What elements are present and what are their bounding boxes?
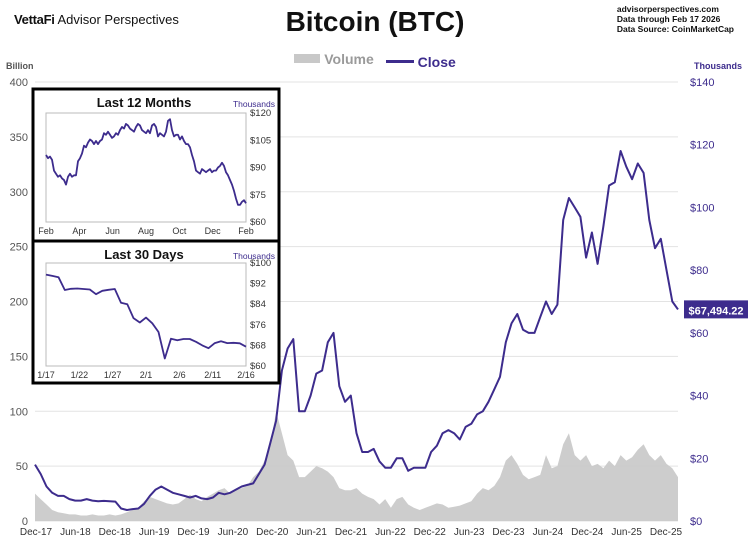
twelve-month-inset-title: Last 12 Months — [97, 95, 192, 110]
left-axis-unit: Billion — [6, 61, 34, 71]
y-left-tick-label: 250 — [10, 242, 28, 254]
x-tick-label: Jun-23 — [454, 527, 485, 538]
y-left-tick-label: 150 — [10, 351, 28, 363]
twelve-month-inset-y-tick: $105 — [250, 135, 271, 146]
y-left-tick-label: 350 — [10, 132, 28, 144]
x-tick-label: Dec-22 — [414, 527, 447, 538]
twelve-month-inset-x-tick: Aug — [138, 226, 154, 236]
y-left-tick-label: 400 — [10, 77, 28, 89]
x-tick-label: Jun-21 — [296, 527, 327, 538]
y-right-tick-label: $0 — [690, 516, 702, 528]
x-tick-label: Dec-19 — [177, 527, 210, 538]
thirty-day-inset-line — [45, 273, 247, 360]
y-right-tick-label: $80 — [690, 265, 708, 277]
x-tick-label: Dec-17 — [20, 527, 53, 538]
thirty-day-inset-y-tick: $100 — [250, 258, 271, 269]
legend-swatch-volume — [294, 54, 321, 63]
thirty-day-inset-y-tick: $60 — [250, 361, 266, 372]
x-tick-label: Dec-20 — [256, 527, 289, 538]
y-left-tick-label: 200 — [10, 297, 28, 309]
y-left-tick-label: 0 — [22, 516, 28, 528]
thirty-day-inset-x-tick: 1/22 — [71, 370, 89, 380]
thirty-day-inset-x-tick: 2/1 — [140, 370, 153, 380]
volume-area — [35, 411, 678, 521]
last-value-badge — [684, 300, 748, 319]
legend-label-close: Close — [417, 53, 456, 70]
thirty-day-inset-y-tick: $68 — [250, 340, 266, 351]
close-price-line — [34, 150, 679, 511]
twelve-month-inset-plot-border — [45, 112, 247, 223]
thirty-day-inset-plot-border — [45, 262, 247, 367]
x-tick-label: Jun-20 — [218, 527, 249, 538]
thirty-day-inset-y-tick: $76 — [250, 320, 266, 331]
thirty-day-inset-y-tick: $84 — [250, 299, 266, 310]
y-right-tick-label: $120 — [690, 140, 714, 152]
x-tick-label: Dec-21 — [335, 527, 368, 538]
source-line: Data through Feb 17 2026 — [616, 14, 721, 24]
twelve-month-inset-y-tick: $120 — [250, 108, 271, 119]
y-left-tick-label: 100 — [10, 406, 28, 418]
y-right-tick-label: $60 — [690, 328, 708, 340]
x-tick-label: Jun-25 — [611, 527, 642, 538]
twelve-month-inset-x-tick: Dec — [205, 226, 222, 236]
twelve-month-inset-x-tick: Feb — [238, 226, 254, 236]
source-line: Data Source: CoinMarketCap — [616, 24, 734, 34]
legend: Volume Close — [0, 50, 750, 70]
thirty-day-inset-x-tick: 1/17 — [37, 370, 55, 380]
y-left-tick-label: 50 — [16, 461, 28, 473]
x-tick-label: Jun-19 — [139, 527, 170, 538]
legend-swatch-close — [385, 60, 414, 63]
legend-label-volume: Volume — [324, 50, 374, 67]
thirty-day-inset-x-tick: 2/6 — [173, 370, 186, 380]
legend-item-close: Close — [385, 53, 456, 70]
y-right-tick-label: $140 — [690, 77, 714, 89]
twelve-month-inset-x-tick: Feb — [38, 226, 54, 236]
thirty-day-inset-x-tick: 2/16 — [237, 370, 255, 380]
thirty-day-inset-frame — [31, 239, 281, 385]
thirty-day-inset-y-tick: $92 — [250, 279, 266, 290]
twelve-month-inset-x-tick: Jun — [105, 226, 120, 236]
twelve-month-inset-unit: Thousands — [233, 99, 275, 109]
x-tick-label: Jun-18 — [60, 527, 91, 538]
y-right-tick-label: $100 — [690, 202, 714, 214]
source-line: advisorperspectives.com — [616, 4, 719, 14]
twelve-month-inset-y-tick: $60 — [250, 217, 266, 228]
thirty-day-inset-x-tick: 2/11 — [204, 370, 221, 380]
twelve-month-inset-x-tick: Apr — [72, 226, 86, 236]
y-right-tick-label: $20 — [690, 453, 708, 465]
legend-item-volume: Volume — [294, 51, 374, 67]
last-value-label: $67,494.22 — [688, 305, 743, 317]
twelve-month-inset-line — [45, 118, 247, 206]
thirty-day-inset-title: Last 30 Days — [104, 247, 184, 262]
x-tick-label: Dec-24 — [571, 527, 604, 538]
right-axis-unit: Thousands — [693, 61, 742, 71]
twelve-month-inset-y-tick: $75 — [250, 190, 266, 201]
brand-logo: VettaFi Advisor Perspectives — [14, 12, 179, 27]
brand-advisor-perspectives: Advisor Perspectives — [57, 12, 179, 27]
x-tick-label: Dec-25 — [650, 527, 683, 538]
thirty-day-inset-unit: Thousands — [233, 251, 275, 261]
twelve-month-inset-y-tick: $90 — [250, 163, 266, 174]
twelve-month-inset-frame — [31, 87, 281, 243]
chart-title: Bitcoin (BTC) — [285, 6, 465, 37]
x-tick-label: Jun-22 — [375, 527, 406, 538]
x-tick-label: Dec-23 — [492, 527, 525, 538]
thirty-day-inset-x-tick: 1/27 — [104, 370, 122, 380]
twelve-month-inset-x-tick: Oct — [172, 226, 187, 236]
x-tick-label: Dec-18 — [99, 527, 132, 538]
brand-vettafi: VettaFi — [14, 12, 55, 27]
y-right-tick-label: $40 — [690, 391, 708, 403]
source-note: advisorperspectives.com Data through Feb… — [617, 4, 734, 34]
y-left-tick-label: 300 — [10, 187, 28, 199]
x-tick-label: Jun-24 — [533, 527, 564, 538]
